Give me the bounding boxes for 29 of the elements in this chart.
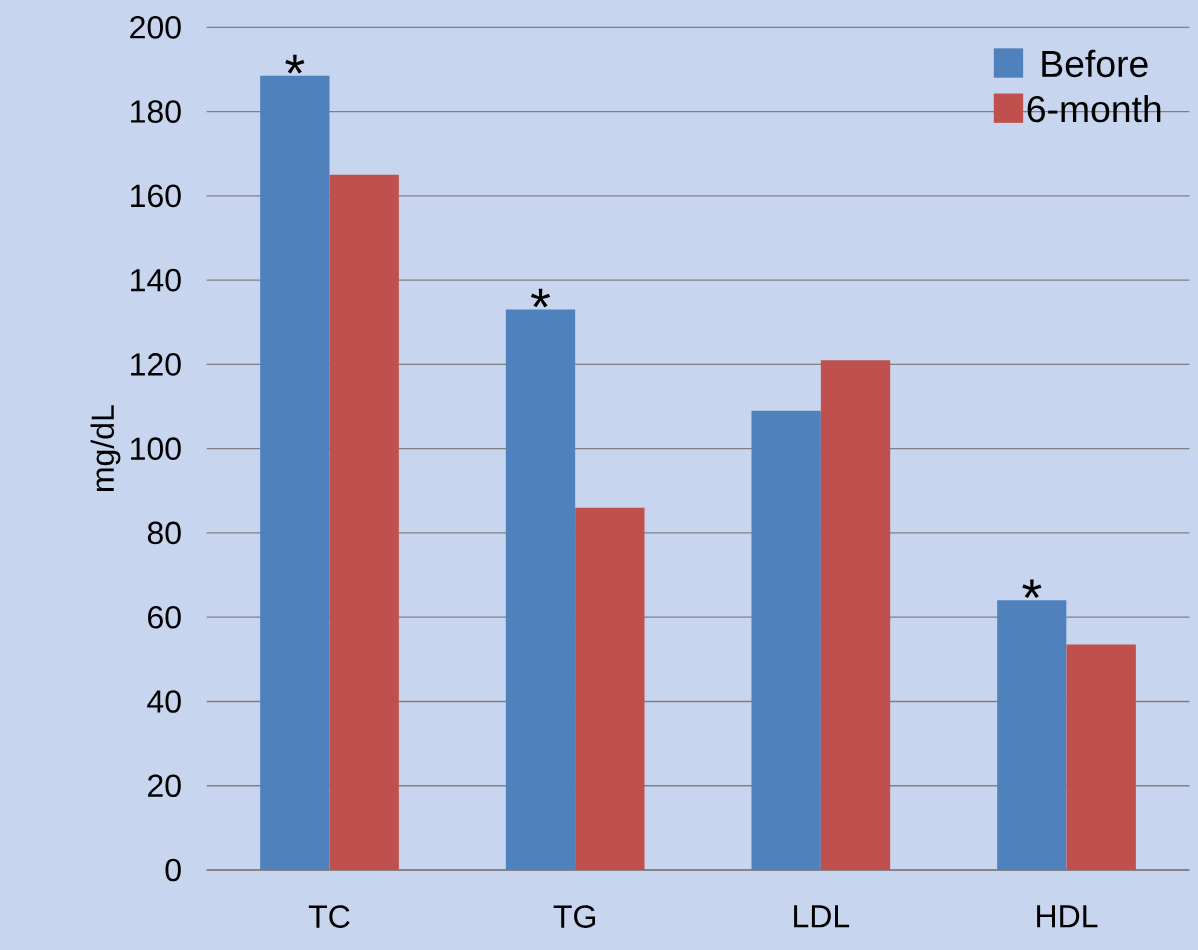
y-tick-label: 80 bbox=[147, 521, 181, 545]
y-axis-title: mg/dL bbox=[90, 405, 121, 491]
bar bbox=[997, 600, 1067, 870]
legend-label: Before bbox=[1042, 49, 1148, 78]
y-tick-label: 60 bbox=[148, 605, 181, 629]
annotation: * bbox=[285, 54, 305, 74]
bar bbox=[260, 75, 330, 870]
bar bbox=[1066, 644, 1136, 870]
bar bbox=[505, 309, 576, 870]
annotation: * bbox=[530, 288, 551, 308]
bar bbox=[329, 174, 399, 870]
legend-label: 6-month bbox=[1027, 94, 1161, 123]
y-tick-label: 20 bbox=[148, 774, 181, 798]
y-tick-label: 200 bbox=[130, 16, 181, 39]
x-tick-label: TC bbox=[308, 905, 350, 928]
bar bbox=[751, 410, 821, 870]
x-tick-label: TG bbox=[553, 905, 596, 928]
y-tick-label: 40 bbox=[147, 690, 181, 713]
x-tick-label: LDL bbox=[794, 905, 850, 928]
annotation: * bbox=[1022, 579, 1042, 599]
y-tick-label: 160 bbox=[131, 184, 181, 208]
y-tick-label: 120 bbox=[131, 353, 181, 376]
y-tick-label: 140 bbox=[131, 268, 181, 292]
y-tick-label: 100 bbox=[131, 437, 181, 460]
y-tick-label: 180 bbox=[131, 100, 181, 123]
x-tick-label: HDL bbox=[1037, 905, 1098, 928]
bar bbox=[820, 360, 891, 870]
y-tick-label: 0 bbox=[165, 858, 181, 882]
bar bbox=[575, 507, 645, 870]
